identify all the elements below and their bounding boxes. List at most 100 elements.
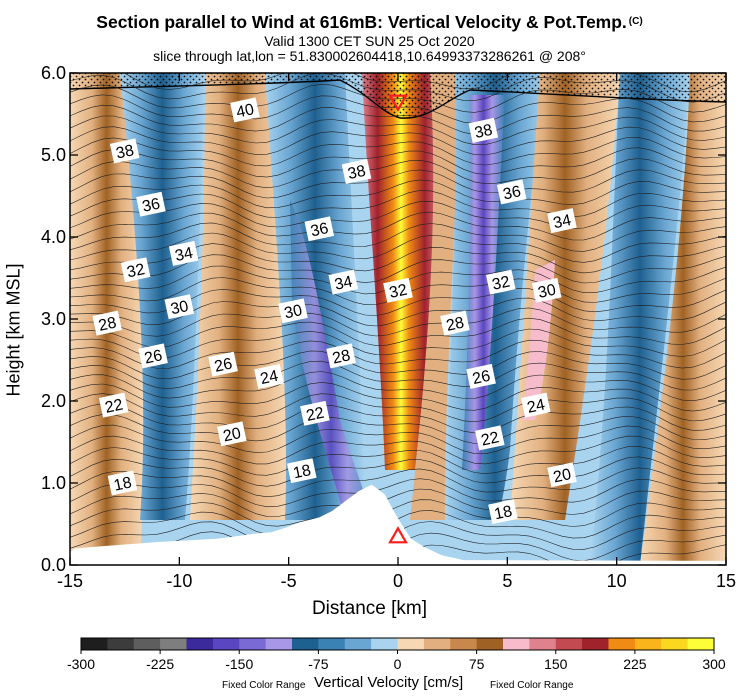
colorbar-swatch xyxy=(318,638,346,650)
isentrope-line xyxy=(70,190,726,218)
isentrope-label: 26 xyxy=(138,343,168,369)
isentrope-label-box xyxy=(475,425,505,451)
isentrope-label-box xyxy=(488,499,518,525)
colorbar-label: -300 xyxy=(66,656,96,672)
chart-title: Section parallel to Wind at 616mB: Verti… xyxy=(96,12,643,32)
colorbar-swatch xyxy=(503,638,530,650)
colorbar-swatch xyxy=(212,638,240,650)
isentrope-label-box xyxy=(164,294,195,320)
y-tick-label: 0.0 xyxy=(41,555,66,575)
isentrope-label: 24 xyxy=(521,392,551,418)
x-tick-label: 0 xyxy=(393,571,403,591)
isentrope-line xyxy=(70,297,726,327)
isentrope-label: 34 xyxy=(547,208,577,234)
isentrope-label-text: 22 xyxy=(104,396,125,416)
isentrope-label: 26 xyxy=(208,351,238,377)
isentrope-line xyxy=(70,104,726,135)
colorbar-swatch xyxy=(529,638,557,650)
isentrope-label-text: 36 xyxy=(141,195,162,215)
isentrope-label-text: 32 xyxy=(125,261,146,281)
velocity-field xyxy=(70,73,726,565)
isentrope-line xyxy=(70,456,726,487)
isentrope-label-box xyxy=(383,277,413,303)
band-purple-center-left xyxy=(290,200,372,520)
isentrope-line xyxy=(70,478,726,508)
isentrope-line xyxy=(70,158,726,189)
isentrope-label: 22 xyxy=(475,425,505,451)
isentrope-line xyxy=(122,73,726,93)
isentrope-line xyxy=(70,232,726,263)
isentrope-label-text: 28 xyxy=(97,314,118,334)
tropopause-line xyxy=(70,79,726,119)
isentrope-line xyxy=(70,499,726,527)
slice-location: slice through lat,lon = 51.830002604418,… xyxy=(153,48,586,64)
isentrope-label: 30 xyxy=(164,294,195,320)
isentrope-label-box xyxy=(328,269,359,295)
isentrope-label: 38 xyxy=(341,158,372,184)
isentrope-label-box xyxy=(547,208,577,234)
isentrope-label: 22 xyxy=(98,392,129,418)
isentrope-label-text: 30 xyxy=(537,282,558,302)
isentrope-label-text: 38 xyxy=(346,163,367,183)
isentrope-label-box xyxy=(136,191,166,217)
colorbar-swatch xyxy=(634,638,662,650)
isentrope-label-box xyxy=(230,97,260,123)
isentrope-label-text: 38 xyxy=(473,122,494,142)
colorbar-swatch xyxy=(476,638,504,650)
isentrope-line xyxy=(70,115,726,146)
isentrope-line xyxy=(70,328,726,359)
isentrope-label-box xyxy=(468,117,499,143)
colorbar-swatch xyxy=(687,638,715,650)
isentrope-label-box xyxy=(278,298,308,324)
band-blue-left xyxy=(120,73,205,520)
isentrope-line xyxy=(70,137,726,167)
colorbar-label: 300 xyxy=(702,656,726,672)
isentrope-label: 30 xyxy=(531,277,562,303)
isentrope-label-box xyxy=(304,216,335,242)
colorbar-note-left: Fixed Color Range xyxy=(222,680,306,691)
isentrope-label: 28 xyxy=(92,310,122,336)
colorbar-swatch xyxy=(160,638,187,650)
isentrope-label-box xyxy=(107,470,138,496)
isentrope-label-box xyxy=(138,343,168,369)
x-axis: -15 -10 -5 0 5 10 15 xyxy=(57,73,736,591)
isentrope-label-box xyxy=(254,363,284,389)
isentrope-label-box xyxy=(217,421,247,447)
isentrope-line xyxy=(70,222,726,252)
isentrope-label: 40 xyxy=(230,97,260,123)
isentrope-label-box xyxy=(168,240,199,266)
isentrope-label-text: 40 xyxy=(235,101,256,121)
y-tick-label: 2.0 xyxy=(41,391,66,411)
isentrope-label: 34 xyxy=(168,240,199,266)
isentrope-line xyxy=(70,179,726,209)
triangle-down-marker xyxy=(388,94,408,112)
isentrope-line xyxy=(70,424,726,455)
isentrope-line xyxy=(70,317,726,348)
colorbar-label: 75 xyxy=(468,656,485,672)
isentrope-line xyxy=(70,254,726,284)
cross-section-plot: -15 -10 -5 0 5 10 15 0.0 1.0 2.0 3.0 4.0 5.0 6.0 40 3… xyxy=(41,63,736,591)
terrain-profile xyxy=(70,484,726,565)
colorbar-swatch xyxy=(608,638,636,650)
triangle-up-marker xyxy=(388,526,408,544)
colorbar-swatch xyxy=(582,638,609,650)
isentrope-label-text: 18 xyxy=(493,503,514,523)
isentrope-label-box xyxy=(92,310,122,336)
isentrope-line xyxy=(70,360,726,391)
colorbar-swatch xyxy=(555,638,583,650)
isentrope-label-text: 32 xyxy=(388,282,409,302)
colorbar-swatch xyxy=(133,638,161,650)
isentrope-label-text: 34 xyxy=(333,273,354,293)
isentrope-line xyxy=(70,467,726,498)
isentrope-label-box xyxy=(341,158,372,184)
colorbar-swatch xyxy=(423,638,451,650)
isentrope-label-box xyxy=(466,363,496,389)
x-tick-label: -5 xyxy=(281,571,297,591)
isentrope-line xyxy=(70,83,726,113)
isentrope-label: 28 xyxy=(326,343,356,369)
isentrope-label: 20 xyxy=(547,462,577,488)
isentrope-line xyxy=(70,488,726,517)
colorbar-title: Vertical Velocity [cm/s] xyxy=(314,674,464,691)
isentrope-line xyxy=(70,435,726,465)
colorbar-swatch xyxy=(371,638,398,650)
